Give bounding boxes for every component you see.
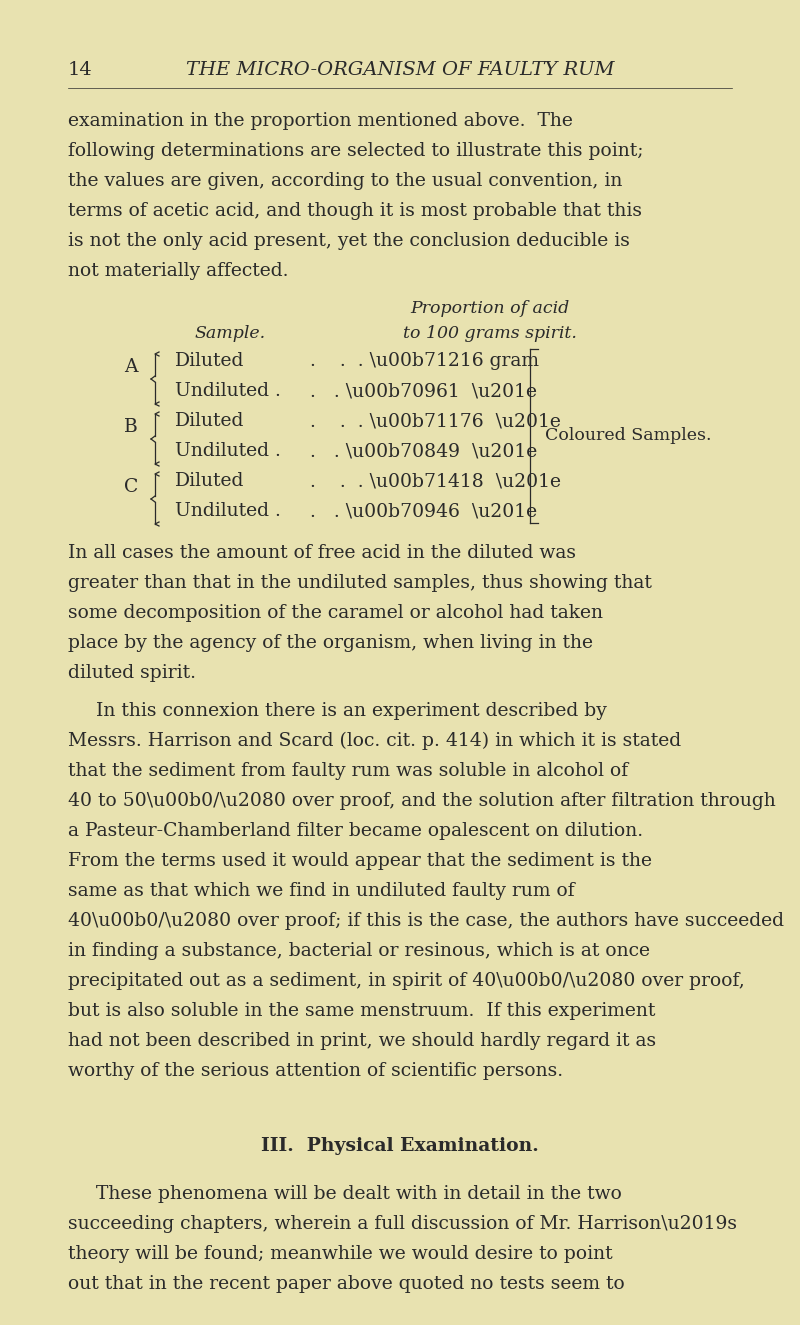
Text: had not been described in print, we should hardly regard it as: had not been described in print, we shou… xyxy=(68,1032,656,1049)
Text: From the terms used it would appear that the sediment is the: From the terms used it would appear that… xyxy=(68,852,652,871)
Text: that the sediment from faulty rum was soluble in alcohol of: that the sediment from faulty rum was so… xyxy=(68,762,628,780)
Text: but is also soluble in the same menstruum.  If this experiment: but is also soluble in the same menstruu… xyxy=(68,1002,655,1020)
Text: 40\u00b0/\u2080 over proof; if this is the case, the authors have succeeded: 40\u00b0/\u2080 over proof; if this is t… xyxy=(68,912,784,930)
Text: .   . \u00b70946  \u201e: . . \u00b70946 \u201e xyxy=(310,502,537,519)
Text: out that in the recent paper above quoted no tests seem to: out that in the recent paper above quote… xyxy=(68,1275,625,1293)
Text: is not the only acid present, yet the conclusion deducible is: is not the only acid present, yet the co… xyxy=(68,232,630,250)
Text: A: A xyxy=(125,358,138,376)
Text: .   . \u00b70849  \u201e: . . \u00b70849 \u201e xyxy=(310,443,538,460)
Text: Coloured Samples.: Coloured Samples. xyxy=(545,428,711,444)
Text: Diluted: Diluted xyxy=(175,352,244,370)
Text: .   . \u00b70961  \u201e: . . \u00b70961 \u201e xyxy=(310,382,537,400)
Text: Proportion of acid: Proportion of acid xyxy=(410,299,570,317)
Text: In all cases the amount of free acid in the diluted was: In all cases the amount of free acid in … xyxy=(68,545,576,562)
Text: Undiluted .: Undiluted . xyxy=(175,382,281,400)
Text: III.  Physical Examination.: III. Physical Examination. xyxy=(261,1137,539,1155)
Text: Diluted: Diluted xyxy=(175,412,244,431)
Text: some decomposition of the caramel or alcohol had taken: some decomposition of the caramel or alc… xyxy=(68,604,603,621)
Text: in finding a substance, bacterial or resinous, which is at once: in finding a substance, bacterial or res… xyxy=(68,942,650,961)
Text: following determinations are selected to illustrate this point;: following determinations are selected to… xyxy=(68,142,643,160)
Text: C: C xyxy=(124,478,138,496)
Text: a Pasteur-Chamberland filter became opalescent on dilution.: a Pasteur-Chamberland filter became opal… xyxy=(68,822,643,840)
Text: terms of acetic acid, and though it is most probable that this: terms of acetic acid, and though it is m… xyxy=(68,201,642,220)
Text: .    .  . \u00b71216 gram: . . . \u00b71216 gram xyxy=(310,352,539,370)
Text: same as that which we find in undiluted faulty rum of: same as that which we find in undiluted … xyxy=(68,882,574,900)
Text: precipitated out as a sediment, in spirit of 40\u00b0/\u2080 over proof,: precipitated out as a sediment, in spiri… xyxy=(68,973,745,990)
Text: place by the agency of the organism, when living in the: place by the agency of the organism, whe… xyxy=(68,633,593,652)
Text: In this connexion there is an experiment described by: In this connexion there is an experiment… xyxy=(96,702,607,719)
Text: Undiluted .: Undiluted . xyxy=(175,443,281,460)
Text: diluted spirit.: diluted spirit. xyxy=(68,664,196,682)
Text: THE MICRO-ORGANISM OF FAULTY RUM: THE MICRO-ORGANISM OF FAULTY RUM xyxy=(186,61,614,80)
Text: worthy of the serious attention of scientific persons.: worthy of the serious attention of scien… xyxy=(68,1063,563,1080)
Text: not materially affected.: not materially affected. xyxy=(68,262,289,280)
Text: succeeding chapters, wherein a full discussion of Mr. Harrison\u2019s: succeeding chapters, wherein a full disc… xyxy=(68,1215,737,1234)
Text: to 100 grams spirit.: to 100 grams spirit. xyxy=(403,325,577,342)
Text: .    .  . \u00b71176  \u201e: . . . \u00b71176 \u201e xyxy=(310,412,561,431)
Text: These phenomena will be dealt with in detail in the two: These phenomena will be dealt with in de… xyxy=(96,1185,622,1203)
Text: 40 to 50\u00b0/\u2080 over proof, and the solution after filtration through: 40 to 50\u00b0/\u2080 over proof, and th… xyxy=(68,792,776,810)
Text: B: B xyxy=(124,417,138,436)
Text: .    .  . \u00b71418  \u201e: . . . \u00b71418 \u201e xyxy=(310,472,561,490)
Text: the values are given, according to the usual convention, in: the values are given, according to the u… xyxy=(68,172,622,189)
Text: Undiluted .: Undiluted . xyxy=(175,502,281,519)
Text: 14: 14 xyxy=(68,61,93,80)
Text: theory will be found; meanwhile we would desire to point: theory will be found; meanwhile we would… xyxy=(68,1246,613,1263)
Text: Diluted: Diluted xyxy=(175,472,244,490)
Text: Messrs. Harrison and Scard (loc. cit. p. 414) in which it is stated: Messrs. Harrison and Scard (loc. cit. p.… xyxy=(68,731,681,750)
Text: Sample.: Sample. xyxy=(194,325,266,342)
Text: examination in the proportion mentioned above.  The: examination in the proportion mentioned … xyxy=(68,113,573,130)
Text: greater than that in the undiluted samples, thus showing that: greater than that in the undiluted sampl… xyxy=(68,574,652,592)
